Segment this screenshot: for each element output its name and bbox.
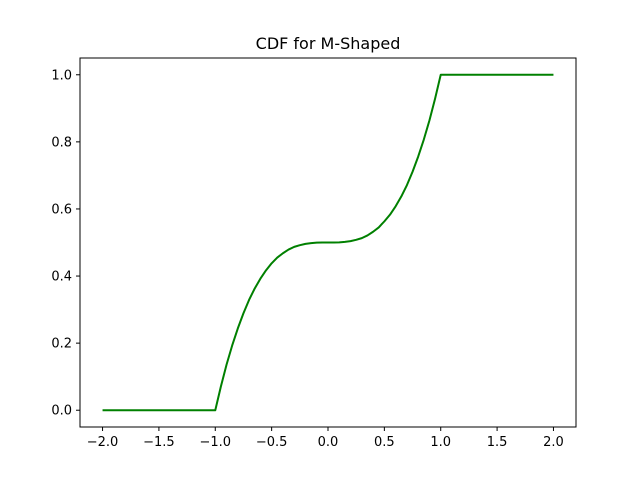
chart-title: CDF for M-Shaped	[256, 34, 401, 53]
y-tick-label: 0.2	[51, 337, 72, 352]
y-tick-label: 0.0	[51, 404, 72, 419]
x-tick-label: −1.5	[143, 435, 175, 450]
series-line-1	[102, 73, 554, 412]
x-tick-label: 0.5	[374, 435, 395, 450]
x-tick-label: 1.5	[487, 435, 508, 450]
series-layer	[102, 73, 554, 412]
plot-frame	[79, 57, 577, 428]
x-tick-label: −1.0	[199, 435, 231, 450]
y-tick-label: 0.4	[51, 270, 72, 285]
y-axis-ticks: 0.0 0.2 0.4 0.6 0.8 1.0	[51, 68, 80, 419]
x-tick-label: −0.5	[256, 435, 288, 450]
x-tick-label: 1.0	[430, 435, 451, 450]
x-tick-label: 0.0	[318, 435, 339, 450]
x-tick-label: 2.0	[543, 435, 564, 450]
x-axis-ticks: −2.0 −1.5 −1.0 −0.5 0.0 0.5 1.0 1.5 2.0	[87, 427, 564, 450]
y-tick-label: 0.6	[51, 202, 72, 217]
y-tick-label: 0.8	[51, 135, 72, 150]
x-tick-label: −2.0	[87, 435, 119, 450]
y-tick-label: 1.0	[51, 68, 72, 83]
